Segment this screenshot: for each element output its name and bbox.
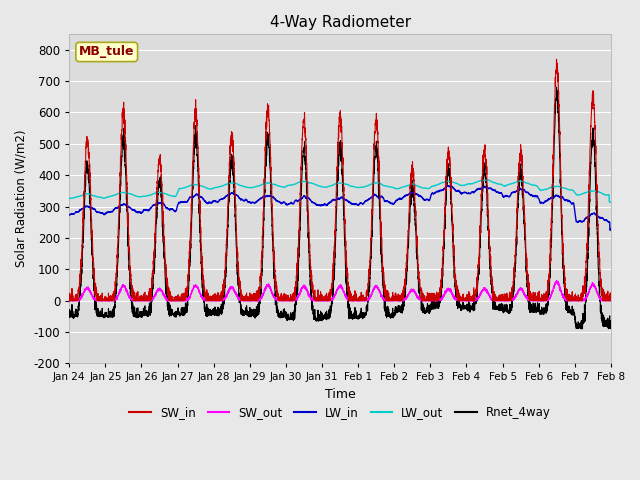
Title: 4-Way Radiometer: 4-Way Radiometer (269, 15, 411, 30)
Text: MB_tule: MB_tule (79, 46, 134, 59)
Y-axis label: Solar Radiation (W/m2): Solar Radiation (W/m2) (15, 130, 28, 267)
X-axis label: Time: Time (324, 388, 355, 401)
Legend: SW_in, SW_out, LW_in, LW_out, Rnet_4way: SW_in, SW_out, LW_in, LW_out, Rnet_4way (125, 401, 556, 423)
